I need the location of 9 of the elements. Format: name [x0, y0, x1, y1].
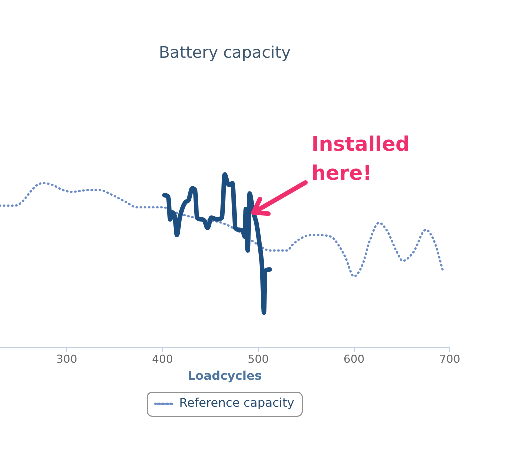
annotation: Installed here!: [312, 132, 410, 185]
x-tick-label: 500: [248, 352, 270, 366]
chart-title: Battery capacity: [159, 42, 291, 62]
x-tick-label: 300: [56, 352, 78, 366]
x-axis-title: Loadcycles: [188, 368, 262, 383]
legend-label: Reference capacity: [180, 396, 294, 410]
x-tick-label: 600: [344, 352, 365, 366]
x-tick-label: 700: [440, 352, 460, 366]
x-tick-label: 400: [152, 352, 174, 366]
